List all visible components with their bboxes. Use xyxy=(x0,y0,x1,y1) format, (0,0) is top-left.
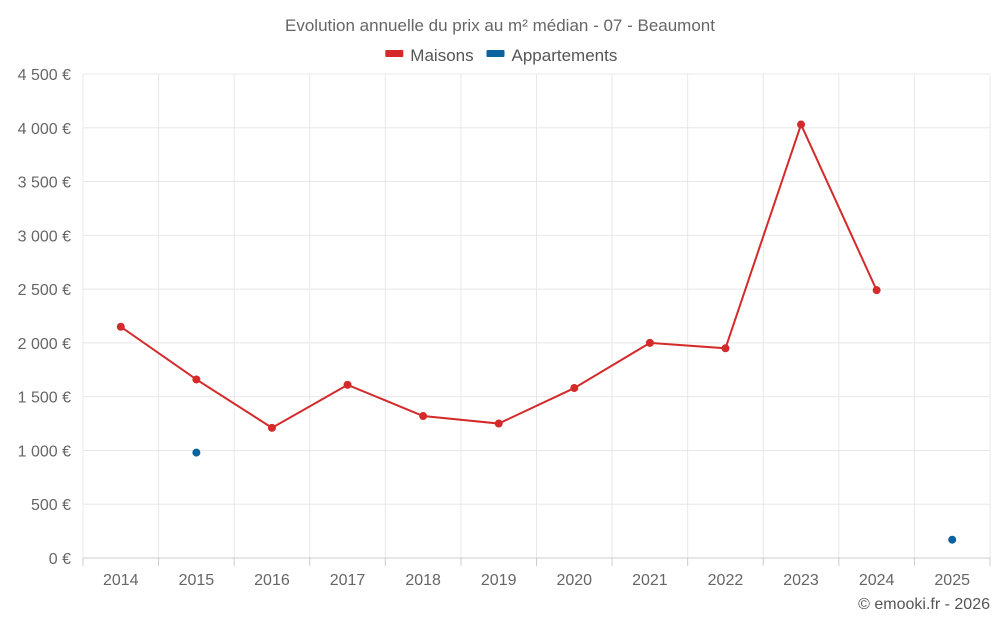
data-point[interactable] xyxy=(570,384,579,393)
y-tick-label: 3 500 € xyxy=(18,175,71,192)
data-point[interactable] xyxy=(267,423,276,432)
series-maisons xyxy=(116,120,881,432)
data-point[interactable] xyxy=(872,286,881,295)
y-tick-label: 1 500 € xyxy=(18,390,71,407)
data-point[interactable] xyxy=(645,338,654,347)
legend-swatch xyxy=(385,50,404,57)
x-tick-label: 2017 xyxy=(330,572,366,589)
data-point[interactable] xyxy=(116,322,125,331)
y-tick-label: 0 € xyxy=(49,551,71,568)
data-point[interactable] xyxy=(192,448,201,457)
y-tick-label: 3 000 € xyxy=(18,228,71,245)
legend: Maisons Appartements xyxy=(385,46,617,65)
data-point[interactable] xyxy=(419,412,428,421)
x-tick-label: 2023 xyxy=(783,572,819,589)
data-point[interactable] xyxy=(343,380,352,389)
y-axis-ticks: 0 € 500 € 1 000 € 1 500 € 2 000 € 2 500 € 3 00… xyxy=(18,67,71,568)
y-tick-label: 4 500 € xyxy=(18,67,71,84)
x-tick-label: 2016 xyxy=(254,572,290,589)
data-point[interactable] xyxy=(721,344,730,353)
y-tick-label: 1 000 € xyxy=(18,443,71,460)
credit-text: © emooki.fr - 2026 xyxy=(858,596,990,613)
x-tick-label: 2014 xyxy=(103,572,139,589)
x-tick-label: 2024 xyxy=(859,572,895,589)
legend-swatch xyxy=(486,50,505,57)
x-tick-label: 2018 xyxy=(405,572,441,589)
x-tick-label: 2021 xyxy=(632,572,668,589)
x-axis-ticks: 2014 2015 2016 2017 2018 2019 2020 2021 2022 2023… xyxy=(82,558,991,589)
legend-item-appartements[interactable]: Appartements xyxy=(486,46,618,65)
y-tick-label: 500 € xyxy=(31,497,71,514)
x-tick-label: 2020 xyxy=(556,572,592,589)
data-point[interactable] xyxy=(948,535,957,544)
x-tick-label: 2015 xyxy=(179,572,215,589)
data-point[interactable] xyxy=(494,419,503,428)
legend-item-maisons[interactable]: Maisons xyxy=(385,46,474,65)
y-tick-label: 2 500 € xyxy=(18,282,71,299)
data-point[interactable] xyxy=(192,375,201,384)
x-tick-label: 2022 xyxy=(708,572,744,589)
chart-title: Evolution annuelle du prix au m² médian … xyxy=(285,16,715,35)
y-tick-label: 4 000 € xyxy=(18,121,71,138)
series xyxy=(116,120,957,544)
gridlines xyxy=(82,73,991,558)
legend-label: Maisons xyxy=(410,46,473,65)
series-appartements xyxy=(192,448,957,544)
x-tick-label: 2019 xyxy=(481,572,517,589)
x-tick-label: 2025 xyxy=(934,572,970,589)
legend-label: Appartements xyxy=(512,46,618,65)
data-point[interactable] xyxy=(797,120,806,129)
y-tick-label: 2 000 € xyxy=(18,336,71,353)
